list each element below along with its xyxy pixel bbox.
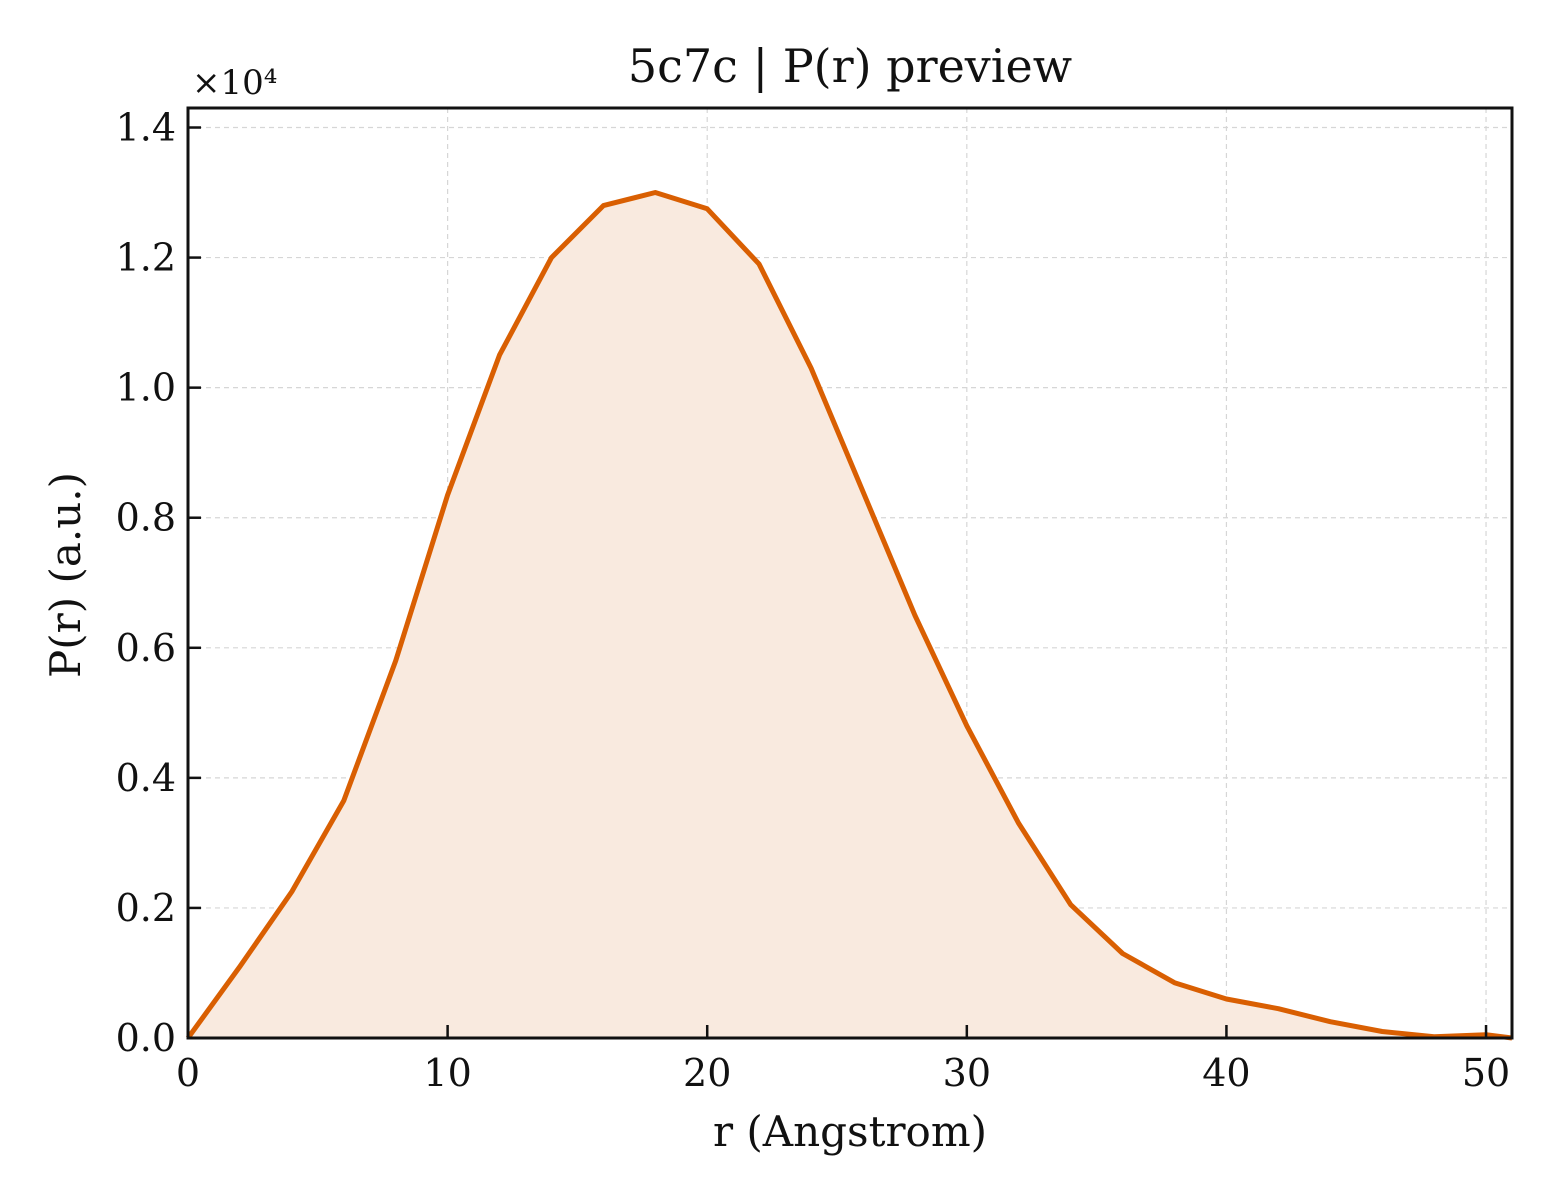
chart-title: 5c7c | P(r) preview	[628, 39, 1072, 93]
y-tick-label: 0.0	[116, 1016, 176, 1060]
x-tick-label: 0	[176, 1051, 200, 1095]
pr-area-fill	[188, 192, 1512, 1038]
y-tick-label: 0.2	[116, 886, 176, 930]
y-tick-label: 1.4	[116, 106, 176, 150]
y-tick-label: 0.8	[116, 496, 176, 540]
y-tick-label: 0.6	[116, 626, 176, 670]
x-tick-label: 50	[1462, 1051, 1510, 1095]
y-scale-exponent: ×10⁴	[192, 63, 277, 103]
y-tick-label: 0.4	[116, 756, 176, 800]
x-tick-label: 10	[423, 1051, 471, 1095]
x-tick-label: 40	[1202, 1051, 1250, 1095]
y-tick-label: 1.2	[116, 236, 176, 280]
y-axis-title: P(r) (a.u.)	[41, 472, 90, 678]
plot-frame	[186, 106, 1514, 1040]
x-axis-title: r (Angstrom)	[713, 1107, 987, 1156]
x-tick-label: 20	[683, 1051, 731, 1095]
x-tick-labels: 0 10 20 30 40 50	[176, 1051, 1510, 1095]
y-tick-labels: 0.0 0.2 0.4 0.6 0.8 1.0 1.2 1.4	[116, 106, 176, 1060]
x-tick-label: 30	[943, 1051, 991, 1095]
y-tick-label: 1.0	[116, 366, 176, 410]
axis-ticks	[186, 126, 1488, 1040]
pr-series-line	[185, 190, 1513, 1041]
